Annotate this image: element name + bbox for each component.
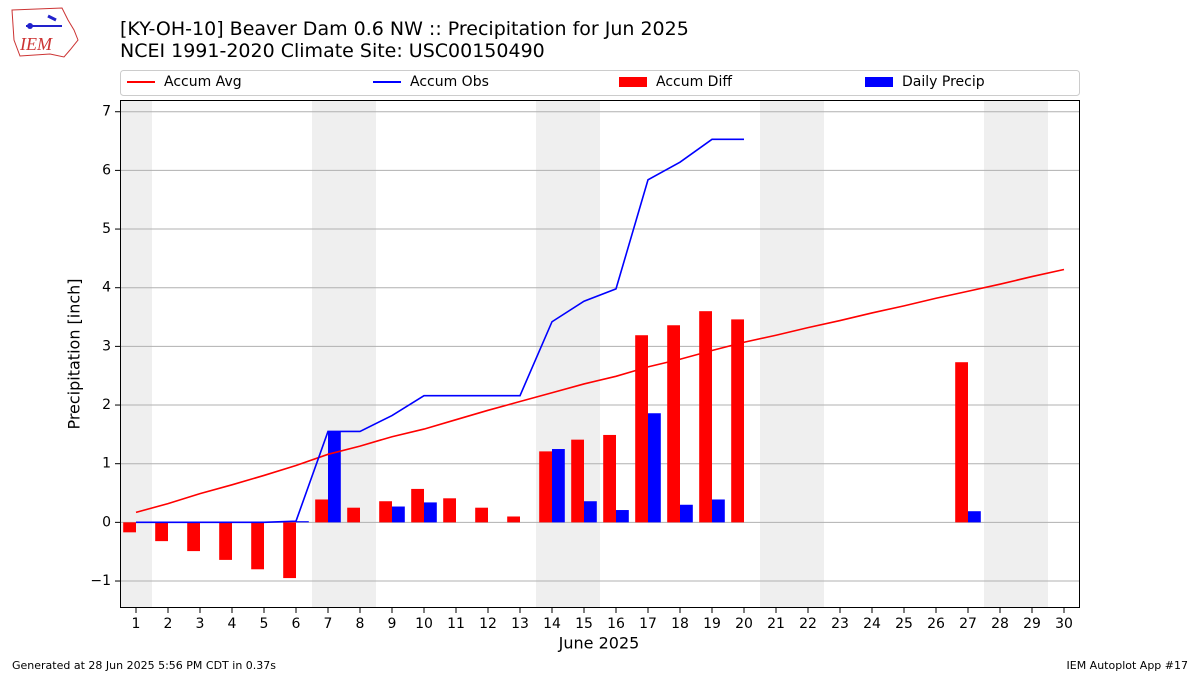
x-tick-label: 8	[356, 616, 365, 632]
legend-label: Accum Avg	[164, 74, 242, 90]
bar	[603, 434, 616, 523]
y-tick-label: 5	[102, 221, 111, 237]
bar	[955, 362, 968, 523]
x-tick-label: 26	[927, 616, 945, 632]
weekend-shade	[568, 100, 600, 608]
bar	[616, 510, 629, 523]
y-tick-label: 4	[102, 280, 111, 296]
x-tick-label: 28	[991, 616, 1009, 632]
x-tick-label: 23	[831, 616, 849, 632]
footer-left: Generated at 28 Jun 2025 5:56 PM CDT in …	[12, 659, 276, 672]
x-tick-label: 21	[767, 616, 785, 632]
x-tick-label: 14	[543, 616, 561, 632]
bar	[731, 319, 744, 523]
legend-label: Daily Precip	[902, 74, 985, 90]
weekend-shade	[312, 100, 344, 608]
bar	[968, 511, 981, 523]
bar	[552, 449, 565, 523]
bar	[251, 522, 264, 570]
bar	[123, 522, 136, 533]
weekend-shade	[984, 100, 1016, 608]
x-tick-label: 11	[447, 616, 465, 632]
x-axis-label: June 2025	[558, 634, 640, 653]
y-tick-label: 0	[102, 514, 111, 530]
x-tick-label: 9	[388, 616, 397, 632]
x-tick-label: 13	[511, 616, 529, 632]
y-tick-label: 7	[102, 104, 111, 120]
bar	[155, 522, 168, 542]
line	[136, 138, 744, 524]
x-tick-label: 15	[575, 616, 593, 632]
bar	[648, 413, 661, 523]
bar	[584, 501, 597, 523]
legend-swatch	[619, 77, 647, 87]
y-tick-label: 3	[102, 338, 111, 354]
line	[135, 268, 1065, 514]
y-tick-label: 1	[102, 456, 111, 472]
bar	[712, 499, 725, 523]
x-tick-label: 12	[479, 616, 497, 632]
y-tick-label: −1	[90, 573, 111, 589]
x-tick-label: 25	[895, 616, 913, 632]
x-tick-label: 22	[799, 616, 817, 632]
weekend-shade	[1016, 100, 1048, 608]
plot-frame	[120, 100, 1080, 608]
bar	[187, 522, 200, 552]
weekend-shade	[344, 100, 376, 608]
x-tick-label: 17	[639, 616, 657, 632]
logo-text: IEM	[19, 34, 53, 54]
x-tick-label: 18	[671, 616, 689, 632]
x-tick-label: 3	[196, 616, 205, 632]
bar	[571, 439, 584, 523]
bar	[219, 522, 232, 560]
x-tick-label: 7	[324, 616, 333, 632]
y-tick-label: 2	[102, 397, 111, 413]
x-tick-label: 27	[959, 616, 977, 632]
weekend-shade	[792, 100, 824, 608]
x-tick-label: 6	[292, 616, 301, 632]
bar	[680, 504, 693, 523]
x-tick-label: 1	[132, 616, 141, 632]
bar	[475, 507, 488, 523]
x-tick-label: 19	[703, 616, 721, 632]
logo: IEM	[11, 7, 79, 58]
bar	[392, 506, 405, 523]
x-tick-label: 29	[1023, 616, 1041, 632]
x-tick-label: 20	[735, 616, 753, 632]
bar	[667, 325, 680, 523]
bar	[347, 507, 360, 523]
x-tick-label: 5	[260, 616, 269, 632]
chart-subtitle: NCEI 1991-2020 Climate Site: USC00150490	[120, 40, 545, 62]
plot	[120, 100, 1080, 608]
bar	[424, 502, 437, 523]
bar	[411, 488, 424, 523]
x-tick-label: 2	[164, 616, 173, 632]
legend-label: Accum Obs	[410, 74, 489, 90]
x-tick-label: 30	[1055, 616, 1073, 632]
legend-swatch	[865, 77, 893, 87]
bar	[328, 431, 341, 523]
chart-title: [KY-OH-10] Beaver Dam 0.6 NW :: Precipit…	[120, 18, 689, 40]
legend-label: Accum Diff	[656, 74, 732, 90]
weekend-shade	[760, 100, 792, 608]
bar	[379, 501, 392, 523]
bar	[296, 521, 309, 523]
bar	[539, 451, 552, 523]
y-tick-label: 6	[102, 162, 111, 178]
legend-box	[120, 70, 1080, 96]
bar	[699, 311, 712, 523]
x-tick-label: 16	[607, 616, 625, 632]
weekend-shade	[536, 100, 568, 608]
bar	[635, 335, 648, 523]
bar	[443, 498, 456, 523]
x-tick-label: 24	[863, 616, 881, 632]
bar	[283, 522, 296, 579]
x-tick-label: 4	[228, 616, 237, 632]
x-tick-label: 10	[415, 616, 433, 632]
bar	[507, 516, 520, 523]
footer-right: IEM Autoplot App #17	[1067, 659, 1189, 672]
bar	[315, 499, 328, 523]
y-axis-label: Precipitation [inch]	[65, 278, 84, 429]
